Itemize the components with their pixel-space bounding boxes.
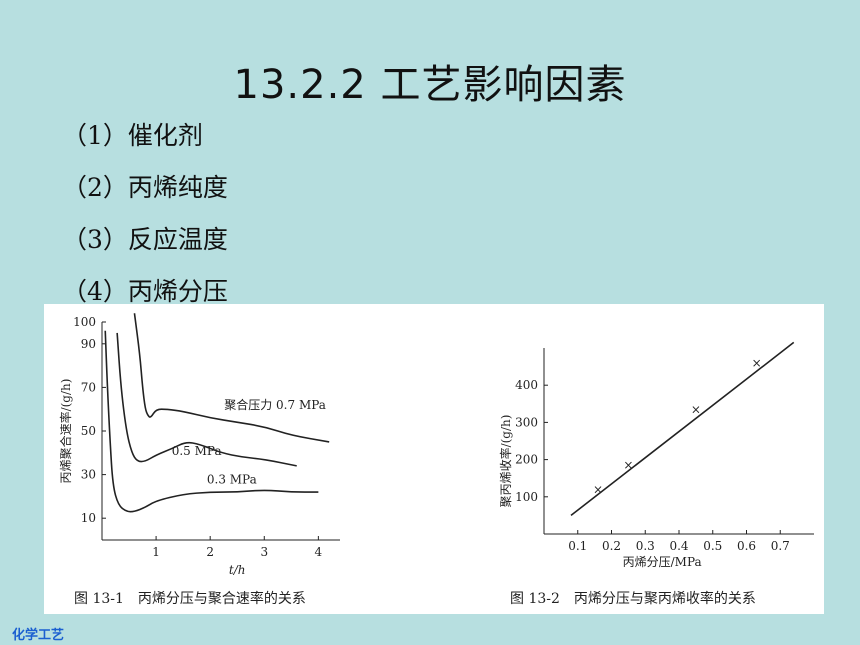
chart1-series-label-0: 聚合压力 0.7 MPa [224,397,326,412]
chart2-series-line [570,341,795,517]
chart2-data-point: × [623,458,633,472]
chart2-x-tick-label: 0.4 [669,539,688,553]
figure-panel: 10 30 50 70 90 100 1 2 3 4 t/h 丙烯聚合速率/(g/h) 聚合压力 0.7… [44,304,824,614]
charts-svg: 10 30 50 70 90 100 1 2 3 4 t/h 丙烯聚合速率/(g/h) 聚合压力 0.7… [58,313,814,577]
chart2-data-point: × [752,356,762,370]
chart2-y-tick-label: 400 [515,378,538,392]
chart1-series-line-0 [133,313,330,443]
chart1-x-tick-label: 4 [315,545,323,559]
chart2-x-tick-label: 0.1 [568,539,587,553]
chart1-y-tick-label: 10 [81,511,96,525]
chart2-y-tick-label: 200 [515,453,538,467]
chart2-x-tick-label: 0.3 [636,539,655,553]
factor-list: （1）催化剂 （2）丙烯纯度 （3）反应温度 （4）丙烯分压 [62,118,228,326]
chart1-series-line-2 [104,330,319,513]
chart1-x-label: t/h [229,563,246,577]
chart1-series-label-2: 0.3 MPa [207,472,257,486]
chart2-x-label: 丙烯分压/MPa [623,555,702,569]
chart1-x-tick-label: 3 [260,545,268,559]
factor-item-purity: （2）丙烯纯度 [62,173,228,202]
chart2-x-tick-label: 0.7 [771,539,790,553]
chart1-y-tick-label: 30 [81,468,96,482]
chart2-x-tick-label: 0.5 [703,539,722,553]
chart1-y-tick-label: 70 [81,380,96,394]
factor-item-pressure: （4）丙烯分压 [62,277,228,306]
chart1-y-tick-label: 100 [73,315,96,329]
chart2-y-label: 聚丙烯收率/(g/h) [498,415,513,508]
footer-label: 化学工艺 [12,628,65,643]
chart1-y-tick-label: 50 [81,424,96,438]
chart1-x-tick-label: 1 [152,545,160,559]
chart2-data-point: × [593,482,603,496]
chart2-data-point: × [691,402,701,416]
chart1-series-label-1: 0.5 MPa [172,444,222,458]
page-title: 13.2.2 工艺影响因素 [233,62,627,108]
chart2-y-tick-label: 100 [515,490,538,504]
chart2-caption: 图 13-2 丙烯分压与聚丙烯收率的关系 [510,591,756,607]
chart2-x-tick-label: 0.6 [737,539,756,553]
factor-item-temperature: （3）反应温度 [62,225,228,254]
factor-item-catalyst: （1）催化剂 [62,121,203,150]
chart1-series-line-1 [116,332,297,467]
chart1-y-label: 丙烯聚合速率/(g/h) [58,379,73,484]
chart2-x-tick-label: 0.2 [602,539,621,553]
chart1-x-tick-label: 2 [206,545,214,559]
chart1-caption: 图 13-1 丙烯分压与聚合速率的关系 [74,591,306,607]
chart2-y-tick-label: 300 [515,415,538,429]
chart1-y-tick-label: 90 [81,337,96,351]
